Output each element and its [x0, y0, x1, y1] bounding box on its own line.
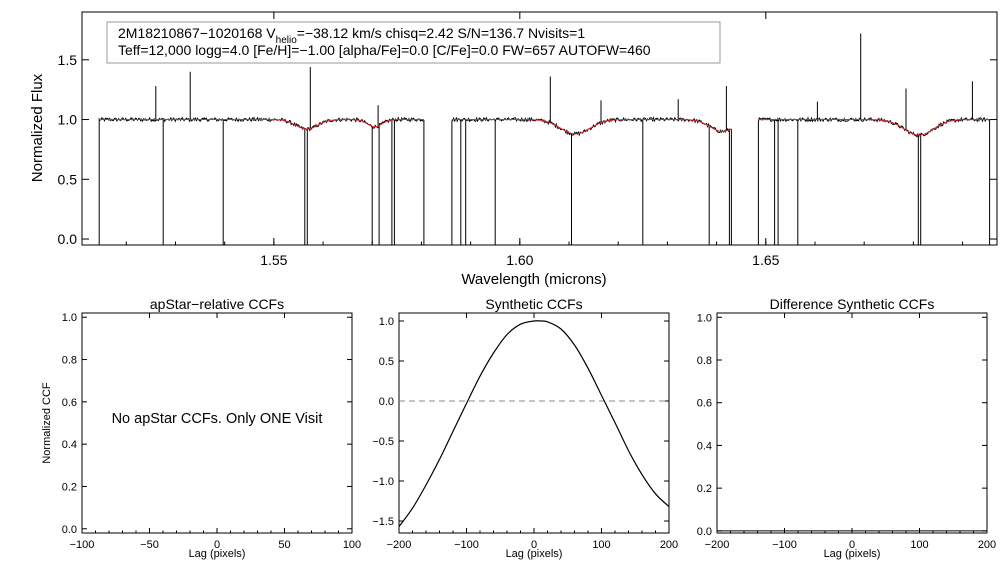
synthetic-ccf-x-axis-title: Lag (pixels) — [506, 548, 563, 560]
y-tick-label: 0.4 — [62, 439, 77, 451]
y-tick-label: −1.0 — [372, 476, 394, 488]
x-tick-label: 1.55 — [260, 252, 287, 268]
x-tick-label: −100 — [454, 539, 479, 551]
info-vhelio-values: =−38.12 km/s chisq=2.42 S/N=136.7 Nvisit… — [297, 25, 586, 41]
spectrum-observed-line — [98, 33, 991, 245]
x-tick-label: 100 — [343, 539, 361, 551]
info-line-2: Teff=12,000 logg=4.0 [Fe/H]=−1.00 [alpha… — [118, 42, 651, 58]
x-tick-label: 1.60 — [506, 252, 533, 268]
synthetic-ccf-title: Synthetic CCFs — [485, 296, 582, 312]
apstar-ccf-title: apStar−relative CCFs — [150, 296, 284, 312]
y-tick-label: 0.0 — [697, 526, 712, 538]
x-tick-label: 1.65 — [752, 252, 779, 268]
spectrum-x-axis-title: Wavelength (microns) — [461, 271, 606, 288]
synthetic-ccf-line — [398, 320, 670, 527]
y-tick-label: 0.8 — [62, 355, 77, 367]
spectrum-panel: 1.55 1.60 1.65 0.0 0.5 1.0 1.5 2M18210867−102… — [29, 11, 998, 288]
spectrum-x-ticks: 1.55 1.60 1.65 — [125, 12, 964, 268]
difference-ccf-x-axis-title: Lag (pixels) — [824, 548, 881, 560]
x-tick-label: 0 — [849, 539, 855, 551]
y-tick-label: 0.0 — [62, 524, 77, 536]
y-tick-label: 1.0 — [62, 312, 77, 324]
x-tick-label: 100 — [910, 539, 928, 551]
spectrum-info-box: 2M18210867−1020168 Vhelio=−38.12 km/s ch… — [106, 21, 721, 64]
y-tick-label: 1.0 — [379, 316, 394, 328]
y-tick-label: 1.0 — [697, 312, 712, 324]
y-tick-label: 1.0 — [58, 112, 78, 128]
x-tick-label: −50 — [140, 539, 159, 551]
y-tick-label: 0.5 — [58, 171, 78, 187]
synthetic-ccf-y-ticks: −1.5 −1.0 −0.5 0.0 0.5 1.0 — [372, 316, 669, 528]
y-tick-label: 0.0 — [58, 231, 78, 247]
apstar-ccf-x-axis-title: Lag (pixels) — [189, 548, 246, 560]
x-tick-label: 50 — [278, 539, 290, 551]
x-tick-label: 200 — [660, 539, 678, 551]
spectrum-y-axis-title: Normalized Flux — [29, 73, 46, 182]
y-tick-label: 0.6 — [697, 398, 712, 410]
x-tick-label: −200 — [387, 539, 412, 551]
info-line-1: 2M18210867−1020168 Vhelio=−38.12 km/s ch… — [118, 25, 585, 46]
synthetic-ccf-plot-frame — [398, 312, 670, 534]
y-tick-label: 0.6 — [62, 397, 77, 409]
y-tick-label: 1.5 — [58, 52, 78, 68]
y-tick-label: 0.5 — [379, 356, 394, 368]
x-tick-label: 100 — [592, 539, 610, 551]
x-tick-label: 0 — [531, 539, 537, 551]
y-tick-label: 0.8 — [697, 355, 712, 367]
x-tick-label: 200 — [978, 539, 996, 551]
difference-ccf-x-ticks: −200 −100 0 100 200 — [705, 313, 996, 551]
synthetic-ccf-panel: −200 −100 0 100 200 −1.5 −1.0 −0.5 0.0 0.5 1.0 Sy… — [372, 296, 678, 560]
apstar-ccf-y-axis-title: Normalized CCF — [41, 382, 53, 464]
apstar-ccf-y-ticks: 0.0 0.2 0.4 0.6 0.8 1.0 — [62, 312, 352, 536]
apstar-ccf-panel: −100 −50 0 50 100 0.0 0.2 0.4 0.6 0.8 1.0 apStar−… — [41, 296, 361, 560]
spectrum-model-line — [99, 119, 990, 136]
difference-ccf-plot-frame — [716, 312, 988, 534]
info-vhelio-subscript: helio — [276, 35, 298, 46]
y-tick-label: 0.2 — [697, 483, 712, 495]
x-tick-label: −100 — [70, 539, 95, 551]
difference-ccf-y-ticks: 0.0 0.2 0.4 0.6 0.8 1.0 — [697, 312, 987, 538]
spectrum-plot-frame — [81, 11, 998, 246]
y-tick-label: −1.5 — [372, 516, 394, 528]
apstar-ccf-x-ticks: −100 −50 0 50 100 — [70, 313, 361, 551]
x-tick-label: 0 — [214, 539, 220, 551]
spectrum-y-ticks: 0.0 0.5 1.0 1.5 — [58, 52, 997, 247]
info-star-id: 2M18210867−1020168 V — [118, 25, 276, 41]
y-tick-label: 0.0 — [379, 396, 394, 408]
difference-ccf-panel: −200 −100 0 100 200 0.0 0.2 0.4 0.6 0.8 1.0 Diffe… — [697, 296, 996, 560]
info-box-frame — [106, 21, 721, 64]
apstar-ccf-no-data-note: No apStar CCFs. Only ONE Visit — [112, 411, 323, 427]
x-tick-label: −200 — [705, 539, 730, 551]
y-tick-label: 0.2 — [62, 481, 77, 493]
difference-ccf-title: Difference Synthetic CCFs — [770, 296, 935, 312]
synthetic-ccf-x-ticks: −200 −100 0 100 200 — [387, 313, 678, 551]
x-tick-label: −100 — [772, 539, 797, 551]
y-tick-label: 0.4 — [697, 440, 712, 452]
y-tick-label: −0.5 — [372, 436, 394, 448]
